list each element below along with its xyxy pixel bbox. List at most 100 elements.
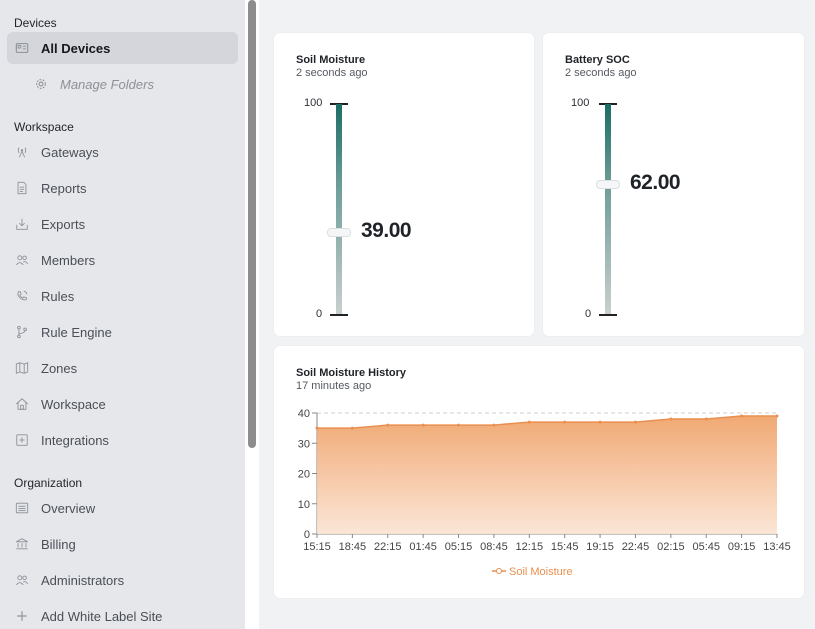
plus-square-icon bbox=[14, 432, 30, 448]
users-icon bbox=[14, 252, 30, 268]
legend-label: Soil Moisture bbox=[509, 566, 573, 578]
sidebar-item-label: Manage Folders bbox=[60, 76, 154, 92]
users-icon bbox=[14, 572, 30, 588]
card-title: Battery SOC bbox=[565, 54, 630, 66]
antenna-icon bbox=[14, 144, 30, 160]
sidebar-item-overview[interactable]: Overview bbox=[7, 492, 238, 524]
data-point bbox=[775, 414, 779, 418]
sidebar-item-label: Workspace bbox=[41, 396, 106, 412]
data-point bbox=[633, 420, 637, 424]
x-tick-label: 05:45 bbox=[692, 541, 720, 553]
gauge-min-label: 0 bbox=[585, 308, 592, 320]
sidebar-item-label: Rule Engine bbox=[41, 324, 112, 340]
data-point bbox=[598, 420, 602, 424]
history-chart: 0 10 20 30 40 15:15 18:45 22:15 01:45 05:15 08:45 1… bbox=[298, 408, 791, 578]
sidebar-item-workspace[interactable]: Workspace bbox=[7, 388, 238, 420]
x-tick-label: 22:15 bbox=[374, 541, 402, 553]
sidebar-item-label: Integrations bbox=[41, 432, 109, 448]
sidebar-item-label: Overview bbox=[41, 500, 96, 516]
soil-moisture-card: Soil Moisture 2 seconds ago 100 0 39.00 bbox=[274, 33, 534, 336]
sidebar-item-gateways[interactable]: Gateways bbox=[7, 136, 238, 168]
x-tick-label: 02:15 bbox=[657, 541, 685, 553]
sidebar-item-label: Reports bbox=[41, 180, 87, 196]
data-point bbox=[457, 423, 461, 427]
sidebar-item-label: Members bbox=[41, 252, 96, 268]
data-point bbox=[350, 426, 354, 430]
sidebar-item-add-white-label-site[interactable]: Add White Label Site bbox=[7, 600, 238, 629]
section-workspace: Workspace bbox=[14, 120, 74, 134]
gauge-min-line bbox=[330, 314, 348, 316]
phone-signal-icon bbox=[14, 288, 30, 304]
sidebar-item-administrators[interactable]: Administrators bbox=[7, 564, 238, 596]
gauge-max-label: 100 bbox=[571, 97, 590, 109]
gauge-handle bbox=[327, 228, 351, 238]
x-tick-label: 08:45 bbox=[480, 541, 508, 553]
sidebar-item-label: Administrators bbox=[41, 572, 125, 588]
y-tick-label: 40 bbox=[298, 408, 310, 420]
git-branch-icon bbox=[14, 324, 30, 340]
sidebar-item-manage-folders[interactable]: Manage Folders bbox=[7, 68, 238, 100]
sidebar: Devices All Devices Manage Folders Works… bbox=[0, 0, 245, 629]
sidebar-item-reports[interactable]: Reports bbox=[7, 172, 238, 204]
sidebar-item-label: Rules bbox=[41, 288, 75, 304]
data-point bbox=[669, 417, 673, 421]
plus-icon bbox=[14, 608, 30, 624]
data-point bbox=[492, 423, 496, 427]
sidebar-item-label: Add White Label Site bbox=[41, 608, 163, 624]
gauge-bar bbox=[336, 104, 342, 314]
x-tick-label: 01:45 bbox=[409, 541, 437, 553]
sidebar-item-exports[interactable]: Exports bbox=[7, 208, 238, 240]
data-point bbox=[563, 420, 567, 424]
gauge-bar bbox=[605, 104, 611, 314]
bank-icon bbox=[14, 536, 30, 552]
x-tick-label: 09:15 bbox=[728, 541, 756, 553]
y-tick-label: 30 bbox=[298, 438, 310, 450]
data-point bbox=[421, 423, 425, 427]
sidebar-item-all-devices[interactable]: All Devices bbox=[7, 32, 238, 64]
data-point bbox=[740, 414, 744, 418]
sidebar-item-rules[interactable]: Rules bbox=[7, 280, 238, 312]
data-point bbox=[386, 423, 390, 427]
y-tick-label: 10 bbox=[298, 499, 310, 511]
x-tick-label: 05:15 bbox=[445, 541, 473, 553]
gauge-min-label: 0 bbox=[316, 308, 323, 320]
card-updated: 17 minutes ago bbox=[296, 380, 372, 392]
gauge-value: 62.00 bbox=[630, 170, 681, 194]
sidebar-item-label: Gateways bbox=[41, 144, 99, 160]
document-icon bbox=[14, 180, 30, 196]
gear-icon bbox=[33, 76, 49, 92]
soil-moisture-history-card: Soil Moisture History 17 minutes ago 0 10… bbox=[274, 346, 804, 598]
sidebar-item-rule-engine[interactable]: Rule Engine bbox=[7, 316, 238, 348]
sidebar-item-label: Zones bbox=[41, 360, 78, 376]
data-point bbox=[527, 420, 531, 424]
card-title: Soil Moisture bbox=[296, 54, 366, 66]
sidebar-item-billing[interactable]: Billing bbox=[7, 528, 238, 560]
sidebar-scrollbar-thumb[interactable] bbox=[248, 0, 256, 448]
sidebar-item-zones[interactable]: Zones bbox=[7, 352, 238, 384]
card-title: Soil Moisture History bbox=[296, 367, 407, 379]
home-icon bbox=[14, 396, 30, 412]
gauge-handle bbox=[596, 179, 620, 189]
card-updated: 2 seconds ago bbox=[296, 67, 368, 79]
y-tick-label: 0 bbox=[304, 529, 310, 541]
map-icon bbox=[14, 360, 30, 376]
sidebar-item-label: Billing bbox=[41, 536, 76, 552]
list-icon bbox=[14, 500, 30, 516]
devices-icon bbox=[14, 40, 30, 56]
x-tick-label: 12:15 bbox=[516, 541, 544, 553]
x-tick-label: 19:15 bbox=[586, 541, 614, 553]
sidebar-item-label: Exports bbox=[41, 216, 86, 232]
sidebar-item-label: All Devices bbox=[41, 40, 111, 56]
x-tick-label: 13:45 bbox=[763, 541, 791, 553]
gauge-min-line bbox=[599, 314, 617, 316]
x-tick-label: 15:15 bbox=[303, 541, 331, 553]
data-point bbox=[704, 417, 708, 421]
gauge-value: 39.00 bbox=[361, 219, 412, 243]
gauge-max-label: 100 bbox=[304, 97, 323, 109]
sidebar-item-members[interactable]: Members bbox=[7, 244, 238, 276]
area-fill bbox=[317, 416, 777, 534]
x-tick-label: 22:45 bbox=[622, 541, 650, 553]
series-line bbox=[317, 415, 777, 429]
sidebar-item-integrations[interactable]: Integrations bbox=[7, 424, 238, 456]
battery-soc-card: Battery SOC 2 seconds ago 100 0 62.00 bbox=[543, 33, 804, 336]
